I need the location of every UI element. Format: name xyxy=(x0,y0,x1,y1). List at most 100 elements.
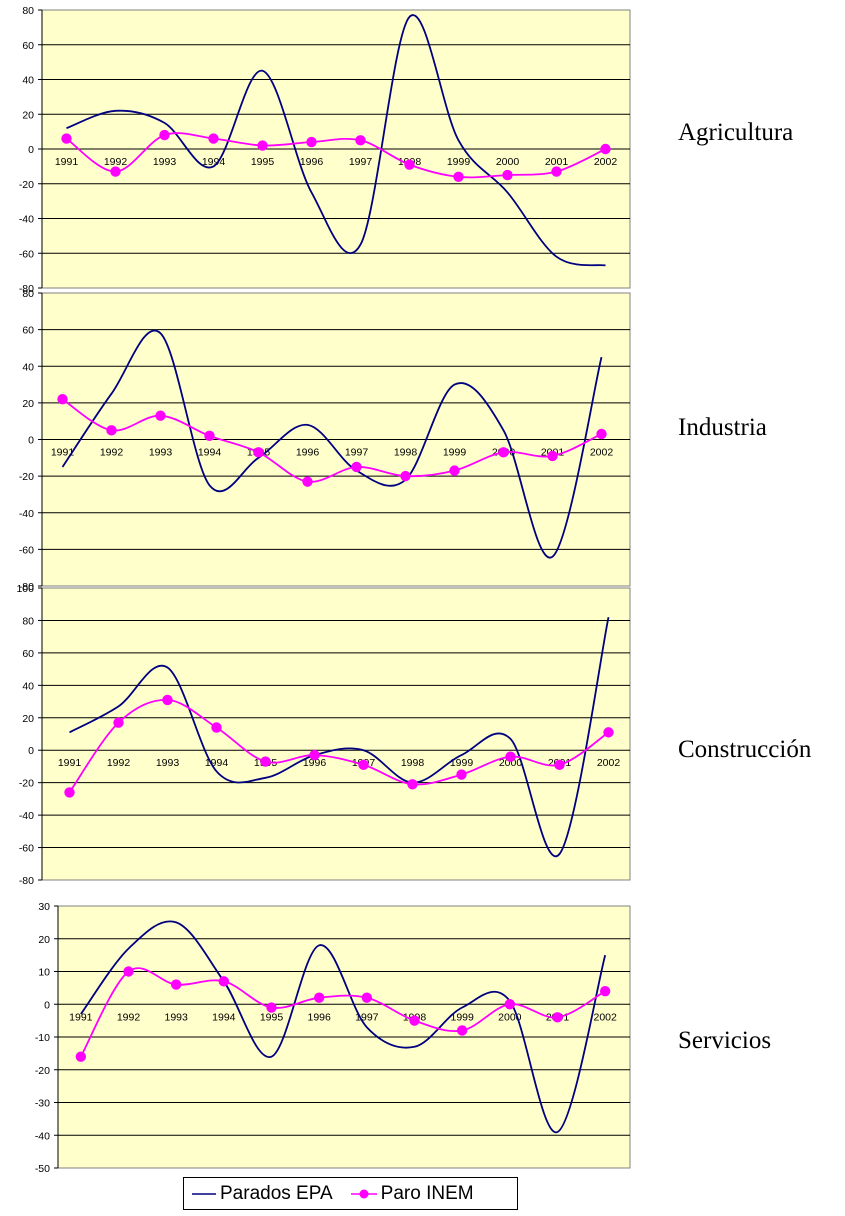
x-tick-label: 2002 xyxy=(594,156,618,168)
x-tick-label: 1996 xyxy=(296,447,320,459)
data-point-paro-inem-2001 xyxy=(552,1012,563,1023)
y-tick-label: 40 xyxy=(22,75,34,87)
data-point-paro-inem-1994 xyxy=(211,722,222,733)
x-tick-label: 1991 xyxy=(55,156,79,168)
chart-panel-2: 80 60 40 20 0 -20 -40 -60 -80 1991 1992 1993 1994 199… xyxy=(19,288,767,593)
y-tick-label: 80 xyxy=(22,288,34,300)
x-tick-label: 1991 xyxy=(58,757,82,769)
x-tick-label: 1999 xyxy=(447,156,471,168)
data-point-paro-inem-1997 xyxy=(355,135,366,146)
data-point-paro-inem-1996 xyxy=(309,749,320,761)
y-tick-label: -40 xyxy=(19,810,34,822)
legend-inem-label: Paro INEM xyxy=(380,1182,474,1204)
data-point-paro-inem-2002 xyxy=(600,143,611,155)
x-tick-label: 1993 xyxy=(153,156,177,168)
data-point-paro-inem-1994 xyxy=(204,430,215,442)
y-tick-label: 80 xyxy=(22,615,34,627)
x-tick-label: 1994 xyxy=(198,447,222,459)
x-tick-label: 1995 xyxy=(251,156,275,168)
x-tick-label: 1996 xyxy=(303,757,327,769)
x-tick-label: 1992 xyxy=(100,447,124,459)
x-tick-label: 1997 xyxy=(345,447,369,459)
x-tick-label: 1993 xyxy=(149,447,173,459)
data-point-paro-inem-2001 xyxy=(554,759,565,771)
data-point-paro-inem-1992 xyxy=(113,717,124,728)
data-point-paro-inem-2002 xyxy=(603,727,614,738)
x-tick-label: 2000 xyxy=(496,156,520,168)
chart-panel-3: 100 80 60 40 20 0 -20 -40 -60 -80 1991 1992 1993 1994… xyxy=(16,583,811,887)
x-tick-label: 1993 xyxy=(164,1011,188,1023)
x-tick-label: 1998 xyxy=(394,447,418,459)
x-tick-label: 1992 xyxy=(117,1011,141,1023)
y-tick-label: -60 xyxy=(19,843,34,855)
x-tick-label: 1994 xyxy=(205,757,229,769)
legend-epa-label: Parados EPA xyxy=(220,1182,333,1204)
data-point-paro-inem-1992 xyxy=(123,966,134,977)
x-tick-label: 2002 xyxy=(593,1011,617,1023)
y-tick-label: -20 xyxy=(19,471,34,483)
y-tick-label: 40 xyxy=(22,680,34,692)
data-point-paro-inem-2002 xyxy=(599,985,611,997)
data-point-paro-inem-1994 xyxy=(208,133,219,144)
y-tick-label: 0 xyxy=(28,435,34,447)
data-point-paro-inem-1998 xyxy=(400,470,411,482)
legend-item-inem: Paro INEM xyxy=(350,1182,474,1205)
data-point-paro-inem-1995 xyxy=(253,447,264,458)
y-tick-label: -80 xyxy=(19,283,34,295)
data-point-paro-inem-1993 xyxy=(155,410,166,421)
legend-inem-marker-icon xyxy=(350,1189,377,1198)
x-tick-label: 2002 xyxy=(590,447,614,459)
y-tick-label: -50 xyxy=(35,1163,50,1175)
data-point-paro-inem-1996 xyxy=(302,476,313,487)
y-tick-label: 20 xyxy=(22,109,34,121)
x-tick-label: 1995 xyxy=(260,1011,284,1023)
data-point-paro-inem-1995 xyxy=(266,1002,277,1013)
data-point-paro-inem-1991 xyxy=(61,133,72,144)
x-tick-label: 1999 xyxy=(443,447,467,459)
data-point-paro-inem-2000 xyxy=(505,751,516,762)
y-tick-label: -60 xyxy=(19,248,34,260)
chart-panel-4: 30 20 10 0 -10 -20 -30 -40 -50 1991 1992 1993 1994 19… xyxy=(35,901,771,1175)
x-tick-label: 2002 xyxy=(597,757,621,769)
data-point-paro-inem-1999 xyxy=(456,769,467,780)
y-tick-label: 0 xyxy=(28,745,34,757)
data-point-paro-inem-1997 xyxy=(351,461,362,473)
data-point-paro-inem-2000 xyxy=(504,999,516,1010)
data-point-paro-inem-2002 xyxy=(596,428,607,440)
data-point-paro-inem-1991 xyxy=(64,787,75,798)
x-tick-label: 1998 xyxy=(401,757,425,769)
y-tick-label: 60 xyxy=(22,40,34,52)
y-tick-label: 20 xyxy=(22,398,34,410)
y-tick-label: -30 xyxy=(35,1098,50,1110)
x-tick-label: 1993 xyxy=(156,757,180,769)
x-tick-label: 1991 xyxy=(51,447,75,459)
data-point-paro-inem-1997 xyxy=(361,992,373,1003)
legend-item-epa: Parados EPA xyxy=(192,1183,333,1205)
y-tick-label: -80 xyxy=(19,875,34,887)
x-tick-label: 1999 xyxy=(450,757,474,769)
y-tick-label: 100 xyxy=(16,583,34,595)
data-point-paro-inem-1998 xyxy=(407,779,418,790)
data-point-paro-inem-1993 xyxy=(159,129,170,141)
y-tick-label: -40 xyxy=(19,508,34,520)
data-point-paro-inem-1996 xyxy=(313,992,325,1003)
y-tick-label: 10 xyxy=(38,967,50,979)
x-tick-label: 1991 xyxy=(69,1011,93,1023)
data-point-paro-inem-1998 xyxy=(409,1015,420,1026)
data-point-paro-inem-1999 xyxy=(449,465,460,476)
legend-epa-line-icon xyxy=(192,1192,216,1195)
x-tick-label: 1992 xyxy=(104,156,128,168)
y-tick-label: 60 xyxy=(22,325,34,337)
sector-label: Agricultura xyxy=(678,119,793,146)
y-tick-label: 0 xyxy=(44,999,50,1011)
y-tick-label: -40 xyxy=(35,1130,50,1142)
y-tick-label: -10 xyxy=(35,1032,50,1044)
x-tick-label: 1997 xyxy=(349,156,373,168)
data-point-paro-inem-1994 xyxy=(218,976,230,987)
series-line-parados-epa xyxy=(80,920,607,1133)
y-tick-label: -20 xyxy=(19,778,34,790)
y-tick-label: -20 xyxy=(19,179,34,191)
x-tick-label: 1996 xyxy=(300,156,324,168)
legend: Parados EPA Paro INEM xyxy=(183,1177,518,1210)
